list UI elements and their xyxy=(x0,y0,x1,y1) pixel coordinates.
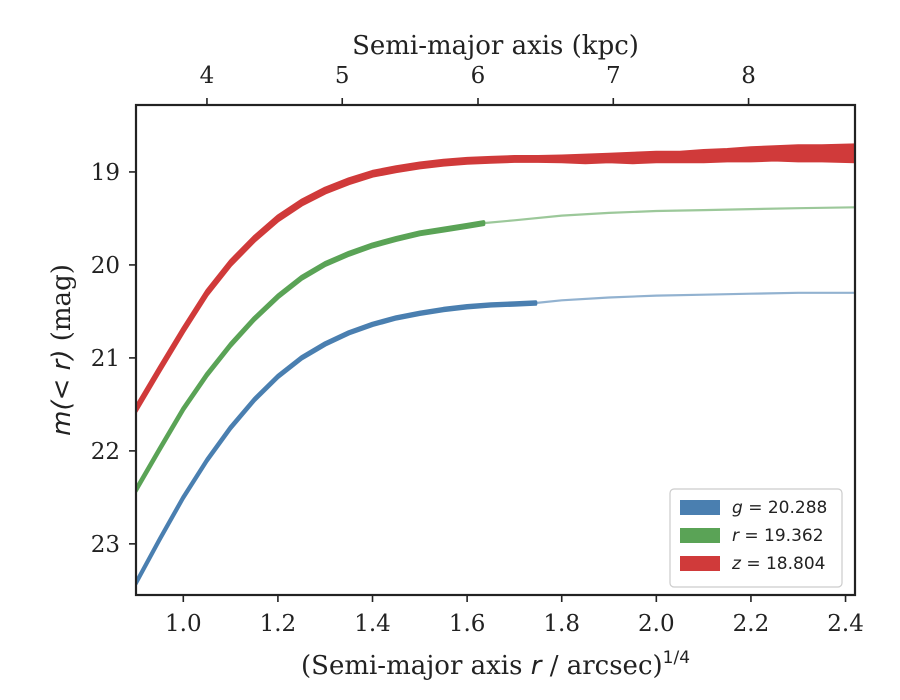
x-tick-label: 1.2 xyxy=(260,611,297,637)
series-r xyxy=(136,206,855,493)
x-axis-title-prefix: (Semi-major axis xyxy=(301,651,531,681)
x-tick-label: 1.4 xyxy=(354,611,391,637)
x-tick-label: 2.0 xyxy=(638,611,675,637)
legend-variable: r xyxy=(732,526,740,546)
legend-swatch-r xyxy=(680,528,720,543)
y-tick-label: 23 xyxy=(91,532,120,558)
legend-label-z: z = 18.804 xyxy=(731,554,825,574)
y-axis-title-variable: m(< r) xyxy=(47,350,77,436)
legend-swatch-g xyxy=(680,500,720,515)
series-band-z xyxy=(136,143,855,413)
series-line-z xyxy=(136,152,855,410)
legend-variable: g xyxy=(732,498,743,518)
y-tick-label: 21 xyxy=(91,346,120,372)
x-tick-label: 1.0 xyxy=(165,611,202,637)
legend-value: = 20.288 xyxy=(743,498,828,518)
legend-value: = 19.362 xyxy=(739,526,824,546)
series-z xyxy=(136,143,855,413)
top-tick-label: 7 xyxy=(606,63,621,89)
x-tick-label: 2.2 xyxy=(733,611,770,637)
series-band-r xyxy=(136,220,486,493)
x-axis-title-suffix: / arcsec) xyxy=(541,651,662,681)
y-tick-label: 22 xyxy=(91,439,120,465)
legend-variable: z xyxy=(731,554,742,574)
legend-label-g: g = 20.288 xyxy=(732,498,827,518)
legend-swatch-z xyxy=(680,556,720,571)
top-tick-label: 5 xyxy=(335,63,350,89)
y-axis-title: m(< r) (mag) xyxy=(47,264,77,436)
x-tick-label: 2.4 xyxy=(827,611,864,637)
series-layer xyxy=(136,143,855,586)
top-axis-title: Semi-major axis (kpc) xyxy=(352,31,639,61)
top-tick-label: 8 xyxy=(741,63,756,89)
plot-frame xyxy=(134,103,857,597)
top-tick-label: 4 xyxy=(200,63,215,89)
legend-label-r: r = 19.362 xyxy=(732,526,824,546)
series-g xyxy=(136,291,855,586)
series-band-g xyxy=(136,300,538,586)
y-tick-label: 20 xyxy=(91,253,120,279)
y-axis-title-unit: (mag) xyxy=(47,264,77,349)
legend-value: = 18.804 xyxy=(741,554,826,574)
x-axis-title-variable: r xyxy=(531,651,544,681)
x-tick-label: 1.6 xyxy=(449,611,486,637)
x-axis-title-exponent: 1/4 xyxy=(663,648,690,668)
axes-layer: 1.0 1.2 1.4 1.6 1.8 2.0 2.2 2.4 19 20 21 22 23 4 5 6 7 8 xyxy=(91,63,864,637)
x-tick-label: 1.8 xyxy=(543,611,580,637)
x-axis-title: (Semi-major axis r / arcsec)1/4 xyxy=(301,648,690,681)
y-tick-label: 19 xyxy=(91,160,120,186)
top-tick-label: 6 xyxy=(471,63,486,89)
